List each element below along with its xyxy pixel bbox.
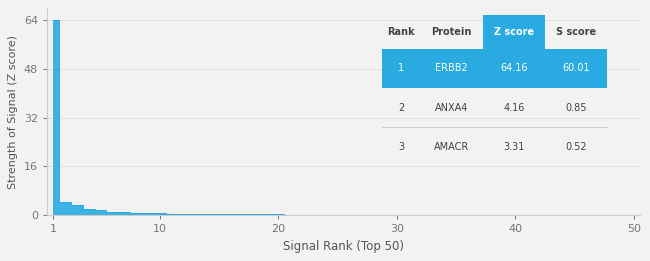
Text: 0.85: 0.85 <box>566 103 587 112</box>
X-axis label: Signal Rank (Top 50): Signal Rank (Top 50) <box>283 240 404 253</box>
Text: AMACR: AMACR <box>434 142 469 152</box>
Text: 1: 1 <box>398 63 404 73</box>
Text: 60.01: 60.01 <box>562 63 590 73</box>
Text: 3.31: 3.31 <box>503 142 525 152</box>
Text: ERBB2: ERBB2 <box>436 63 468 73</box>
FancyBboxPatch shape <box>483 15 545 49</box>
Text: 4.16: 4.16 <box>503 103 525 112</box>
FancyBboxPatch shape <box>382 49 607 88</box>
Text: 0.52: 0.52 <box>566 142 587 152</box>
Text: 2: 2 <box>398 103 404 112</box>
Text: Z score: Z score <box>494 27 534 37</box>
Text: 64.16: 64.16 <box>500 63 528 73</box>
Y-axis label: Strength of Signal (Z score): Strength of Signal (Z score) <box>8 35 18 189</box>
Text: S score: S score <box>556 27 596 37</box>
Text: Protein: Protein <box>432 27 472 37</box>
Text: 3: 3 <box>398 142 404 152</box>
Text: Rank: Rank <box>387 27 415 37</box>
Text: ANXA4: ANXA4 <box>435 103 468 112</box>
